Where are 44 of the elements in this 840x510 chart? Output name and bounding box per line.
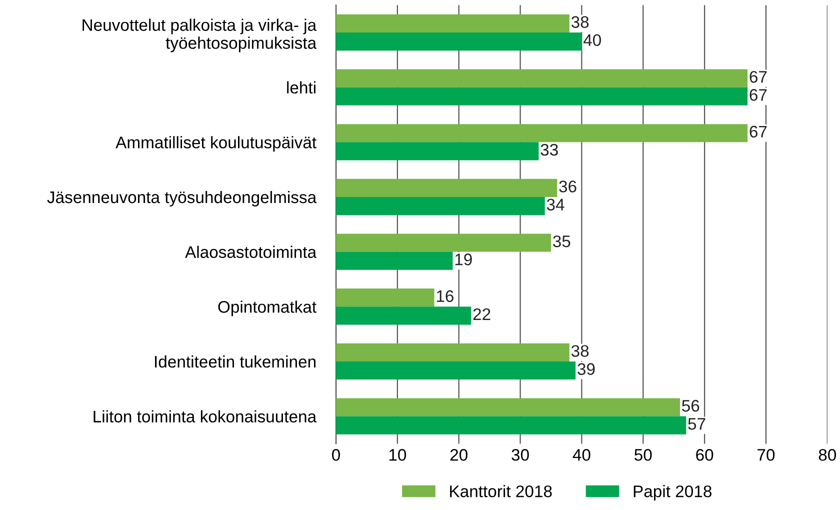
y-tick-label: Ammatilliset koulutuspäivät xyxy=(116,136,316,152)
data-label: 16 xyxy=(436,290,454,302)
x-tick-label: 70 xyxy=(758,449,775,461)
data-label: 19 xyxy=(455,254,472,266)
x-tick-label: 10 xyxy=(389,449,406,461)
bar xyxy=(336,416,686,434)
data-label: 38 xyxy=(571,16,589,28)
data-label: 67 xyxy=(750,70,767,83)
x-tick-label: 60 xyxy=(696,449,714,461)
x-tick-label: 30 xyxy=(512,449,529,461)
y-tick-label: Neuvottelut palkoista ja virka- ja työehtosopimuksista xyxy=(82,18,317,52)
y-tick-label: lehti xyxy=(287,81,316,94)
data-label: 36 xyxy=(559,180,576,192)
data-label: 33 xyxy=(540,144,558,156)
x-tick-label: 80 xyxy=(818,449,836,461)
bar xyxy=(336,87,748,106)
bar xyxy=(336,32,582,51)
y-tick-label: Liiton toiminta kokonaisuutena xyxy=(94,410,317,422)
data-label: 67 xyxy=(750,126,767,138)
data-label: 38 xyxy=(571,345,589,357)
legend-label: Kanttorit 2018 xyxy=(450,485,552,498)
bar xyxy=(336,124,748,142)
x-tick-label: 50 xyxy=(634,449,652,461)
y-tick-label: Alaosastotoiminta xyxy=(185,246,317,258)
data-label: 22 xyxy=(473,308,490,320)
x-tick-label: 40 xyxy=(572,449,590,461)
x-tick-label: 20 xyxy=(450,449,468,461)
data-label: 34 xyxy=(546,198,564,211)
data-label: 40 xyxy=(583,34,601,46)
data-label: 57 xyxy=(688,418,706,430)
bar xyxy=(336,69,748,88)
data-label: 56 xyxy=(682,400,700,412)
data-label: 39 xyxy=(578,363,595,375)
bar xyxy=(336,252,453,270)
bar xyxy=(336,343,570,362)
y-tick-label: Identiteetin tukeminen xyxy=(155,355,316,368)
bar xyxy=(336,361,576,380)
data-label: 35 xyxy=(553,235,570,248)
y-tick-label: Opintomatkat xyxy=(218,300,316,316)
y-tick-label: Jäsenneuvonta työsuhdeongelmissa xyxy=(47,190,317,206)
bar xyxy=(336,14,570,33)
x-tick-label: 0 xyxy=(332,449,340,461)
legend-label: Papit 2018 xyxy=(634,485,712,501)
data-label: 67 xyxy=(750,89,767,101)
